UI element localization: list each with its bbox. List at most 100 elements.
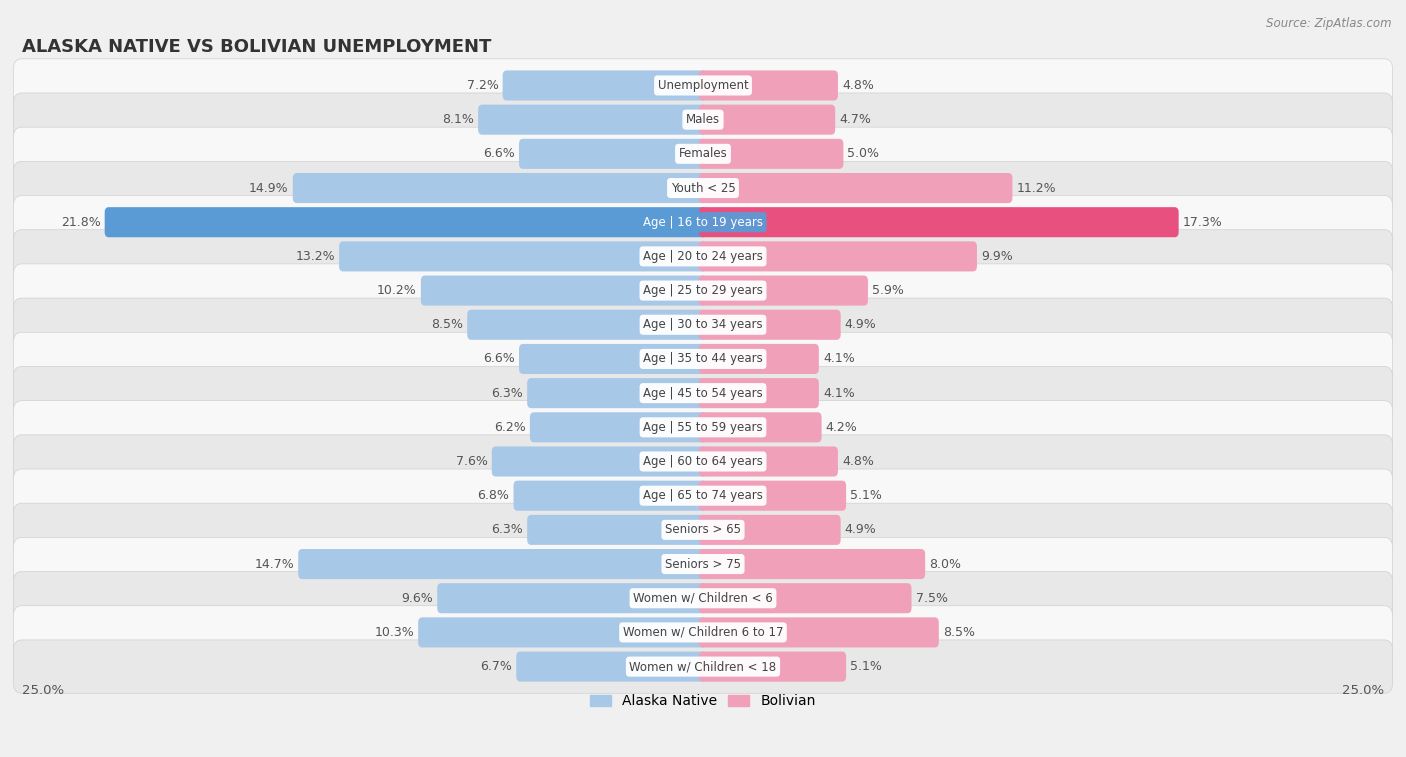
Text: Women w/ Children 6 to 17: Women w/ Children 6 to 17 — [623, 626, 783, 639]
FancyBboxPatch shape — [699, 378, 818, 408]
Text: 7.5%: 7.5% — [915, 592, 948, 605]
Text: 5.1%: 5.1% — [851, 660, 882, 673]
Text: 4.1%: 4.1% — [823, 387, 855, 400]
FancyBboxPatch shape — [467, 310, 707, 340]
Text: Age | 60 to 64 years: Age | 60 to 64 years — [643, 455, 763, 468]
FancyBboxPatch shape — [14, 229, 1392, 283]
FancyBboxPatch shape — [14, 332, 1392, 385]
Text: 17.3%: 17.3% — [1182, 216, 1222, 229]
FancyBboxPatch shape — [503, 70, 707, 101]
Text: Source: ZipAtlas.com: Source: ZipAtlas.com — [1267, 17, 1392, 30]
FancyBboxPatch shape — [699, 241, 977, 272]
FancyBboxPatch shape — [699, 173, 1012, 203]
Text: Age | 25 to 29 years: Age | 25 to 29 years — [643, 284, 763, 297]
FancyBboxPatch shape — [14, 366, 1392, 420]
FancyBboxPatch shape — [699, 447, 838, 477]
FancyBboxPatch shape — [14, 503, 1392, 556]
FancyBboxPatch shape — [14, 59, 1392, 112]
Text: Females: Females — [679, 148, 727, 160]
Text: Age | 30 to 34 years: Age | 30 to 34 years — [643, 318, 763, 332]
Text: 6.3%: 6.3% — [491, 387, 523, 400]
Text: 25.0%: 25.0% — [1343, 684, 1385, 697]
FancyBboxPatch shape — [14, 264, 1392, 317]
Text: 6.7%: 6.7% — [481, 660, 512, 673]
Text: Women w/ Children < 18: Women w/ Children < 18 — [630, 660, 776, 673]
FancyBboxPatch shape — [699, 344, 818, 374]
FancyBboxPatch shape — [699, 207, 1178, 237]
Text: 4.2%: 4.2% — [825, 421, 858, 434]
FancyBboxPatch shape — [14, 435, 1392, 488]
Text: 4.9%: 4.9% — [845, 523, 876, 537]
FancyBboxPatch shape — [104, 207, 707, 237]
FancyBboxPatch shape — [14, 298, 1392, 351]
FancyBboxPatch shape — [699, 652, 846, 681]
FancyBboxPatch shape — [14, 400, 1392, 454]
FancyBboxPatch shape — [699, 549, 925, 579]
FancyBboxPatch shape — [519, 344, 707, 374]
FancyBboxPatch shape — [516, 652, 707, 681]
Text: Women w/ Children < 6: Women w/ Children < 6 — [633, 592, 773, 605]
FancyBboxPatch shape — [437, 583, 707, 613]
Text: Youth < 25: Youth < 25 — [671, 182, 735, 195]
FancyBboxPatch shape — [14, 572, 1392, 625]
Text: 8.0%: 8.0% — [929, 558, 962, 571]
FancyBboxPatch shape — [420, 276, 707, 306]
FancyBboxPatch shape — [699, 515, 841, 545]
FancyBboxPatch shape — [14, 93, 1392, 146]
Text: Age | 45 to 54 years: Age | 45 to 54 years — [643, 387, 763, 400]
FancyBboxPatch shape — [519, 139, 707, 169]
Text: 14.7%: 14.7% — [254, 558, 294, 571]
Text: 9.9%: 9.9% — [981, 250, 1012, 263]
FancyBboxPatch shape — [478, 104, 707, 135]
Text: Age | 55 to 59 years: Age | 55 to 59 years — [643, 421, 763, 434]
Text: 6.3%: 6.3% — [491, 523, 523, 537]
FancyBboxPatch shape — [298, 549, 707, 579]
Text: Seniors > 75: Seniors > 75 — [665, 558, 741, 571]
FancyBboxPatch shape — [292, 173, 707, 203]
FancyBboxPatch shape — [14, 195, 1392, 249]
FancyBboxPatch shape — [14, 469, 1392, 522]
Text: 8.5%: 8.5% — [432, 318, 463, 332]
Text: 4.8%: 4.8% — [842, 79, 875, 92]
Text: 4.1%: 4.1% — [823, 353, 855, 366]
FancyBboxPatch shape — [14, 606, 1392, 659]
FancyBboxPatch shape — [527, 378, 707, 408]
Text: 25.0%: 25.0% — [21, 684, 63, 697]
Text: 21.8%: 21.8% — [60, 216, 101, 229]
FancyBboxPatch shape — [14, 161, 1392, 215]
FancyBboxPatch shape — [699, 310, 841, 340]
FancyBboxPatch shape — [492, 447, 707, 477]
Text: 6.8%: 6.8% — [478, 489, 509, 502]
Text: 7.2%: 7.2% — [467, 79, 499, 92]
Text: 8.1%: 8.1% — [441, 113, 474, 126]
FancyBboxPatch shape — [699, 413, 821, 442]
FancyBboxPatch shape — [527, 515, 707, 545]
Text: 13.2%: 13.2% — [295, 250, 335, 263]
FancyBboxPatch shape — [14, 537, 1392, 590]
FancyBboxPatch shape — [699, 276, 868, 306]
Text: 6.6%: 6.6% — [484, 148, 515, 160]
Text: Seniors > 65: Seniors > 65 — [665, 523, 741, 537]
Text: Age | 16 to 19 years: Age | 16 to 19 years — [643, 216, 763, 229]
FancyBboxPatch shape — [14, 640, 1392, 693]
Text: 11.2%: 11.2% — [1017, 182, 1056, 195]
Text: 6.6%: 6.6% — [484, 353, 515, 366]
Text: Age | 35 to 44 years: Age | 35 to 44 years — [643, 353, 763, 366]
FancyBboxPatch shape — [699, 104, 835, 135]
Text: 9.6%: 9.6% — [401, 592, 433, 605]
Text: ALASKA NATIVE VS BOLIVIAN UNEMPLOYMENT: ALASKA NATIVE VS BOLIVIAN UNEMPLOYMENT — [21, 38, 491, 56]
Text: 5.1%: 5.1% — [851, 489, 882, 502]
Text: Unemployment: Unemployment — [658, 79, 748, 92]
FancyBboxPatch shape — [699, 70, 838, 101]
Legend: Alaska Native, Bolivian: Alaska Native, Bolivian — [585, 689, 821, 714]
FancyBboxPatch shape — [699, 139, 844, 169]
Text: 14.9%: 14.9% — [249, 182, 288, 195]
Text: 10.3%: 10.3% — [374, 626, 413, 639]
Text: Age | 20 to 24 years: Age | 20 to 24 years — [643, 250, 763, 263]
FancyBboxPatch shape — [418, 618, 707, 647]
Text: 5.9%: 5.9% — [872, 284, 904, 297]
FancyBboxPatch shape — [699, 481, 846, 511]
Text: 10.2%: 10.2% — [377, 284, 416, 297]
Text: 8.5%: 8.5% — [943, 626, 974, 639]
FancyBboxPatch shape — [339, 241, 707, 272]
